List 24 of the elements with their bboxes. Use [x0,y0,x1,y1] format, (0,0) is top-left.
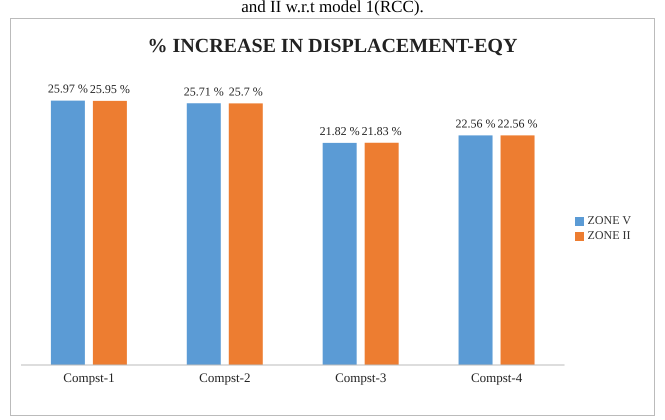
bar [364,142,399,365]
chart-title: % INCREASE IN DISPLACEMENT-EQY [146,35,518,58]
legend-label: ZONE II [588,228,631,242]
bar [186,103,221,365]
bar [50,100,85,365]
bar [92,100,127,365]
data-label: 25.95 % [90,82,130,96]
bar [228,103,263,365]
bar [322,142,357,365]
x-tick-label: Compst-3 [335,370,386,386]
legend-label: ZONE V [588,213,631,227]
x-tick-label: Compst-4 [470,370,523,386]
data-label: 21.83 % [362,124,402,138]
bar [500,135,535,365]
data-label: 25.71 % [184,84,224,98]
x-tick-label: Compst-1 [63,370,115,386]
bar [458,135,493,365]
data-label: 21.82 % [320,124,360,138]
data-label: 22.56 % [498,116,538,130]
data-label: 22.56 % [456,116,496,130]
text: and II w.r.t model 1(RCC). [240,0,425,17]
data-label: 25.7 % [228,84,263,98]
data-label: 25.97 % [48,82,88,96]
x-tick-label: Compst-2 [199,370,250,386]
